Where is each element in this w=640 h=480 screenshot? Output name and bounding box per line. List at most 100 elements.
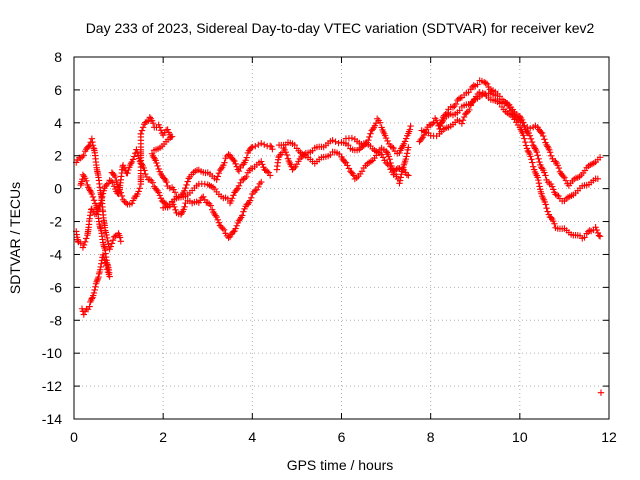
data-point xyxy=(258,178,265,186)
data-point xyxy=(102,183,109,190)
data-point xyxy=(289,166,296,173)
grid-lines xyxy=(74,57,609,419)
data-point xyxy=(201,196,208,203)
data-point xyxy=(258,158,265,165)
data-point xyxy=(129,156,137,163)
data-point xyxy=(427,121,434,129)
data-point xyxy=(83,235,90,242)
data-point xyxy=(594,175,602,182)
data-point xyxy=(379,154,387,161)
data-point xyxy=(80,241,88,249)
data-point xyxy=(463,109,470,117)
data-point xyxy=(521,138,529,146)
data-point xyxy=(161,199,168,206)
data-point xyxy=(541,169,548,176)
data-point xyxy=(527,135,535,142)
data-point xyxy=(533,148,540,156)
data-point xyxy=(109,170,117,177)
y-tick-label: -10 xyxy=(42,345,62,361)
data-point xyxy=(128,200,136,207)
data-point xyxy=(403,153,410,160)
data-point xyxy=(78,153,86,161)
data-point xyxy=(521,122,528,129)
data-point xyxy=(460,113,468,121)
y-axis-label: SDTVAR / TECUs xyxy=(7,182,23,294)
data-point xyxy=(233,163,240,170)
data-point xyxy=(161,175,168,182)
data-point xyxy=(85,143,92,150)
data-point xyxy=(166,201,174,208)
data-point xyxy=(143,118,151,125)
data-point xyxy=(213,176,220,183)
x-tick-label: 8 xyxy=(427,429,435,445)
data-point xyxy=(356,146,363,153)
data-point xyxy=(155,189,162,196)
y-tick-label: -4 xyxy=(50,246,63,262)
data-point xyxy=(554,162,561,169)
data-point xyxy=(181,187,188,194)
data-point xyxy=(265,169,272,176)
data-point xyxy=(293,160,301,168)
chart-title: Day 233 of 2023, Sidereal Day-to-day VTE… xyxy=(86,20,595,36)
data-point xyxy=(97,263,104,271)
data-point xyxy=(107,243,114,250)
data-point xyxy=(348,134,356,142)
data-point xyxy=(113,177,120,185)
data-point xyxy=(135,188,142,195)
data-point xyxy=(92,280,100,287)
data-point xyxy=(146,114,153,121)
data-point xyxy=(242,157,249,164)
x-tick-label: 0 xyxy=(70,429,78,445)
data-point xyxy=(221,159,228,166)
data-point xyxy=(403,171,411,179)
data-point xyxy=(252,187,259,194)
data-point xyxy=(89,142,97,149)
data-point xyxy=(259,161,266,168)
data-point xyxy=(506,104,513,112)
data-point xyxy=(398,171,405,178)
data-point xyxy=(291,141,298,149)
data-point xyxy=(171,189,179,196)
data-point xyxy=(474,81,481,88)
data-point xyxy=(266,142,274,150)
series-g xyxy=(275,139,412,183)
data-point xyxy=(108,240,116,247)
axis-ticks: 0 2 4 6 8 10 12 -14 -12 -10 -8 -6 -4 -2 0 2 4 6 8 xyxy=(42,49,617,445)
data-point xyxy=(233,222,240,229)
data-point xyxy=(103,234,111,242)
data-point xyxy=(524,123,531,131)
data-point xyxy=(104,268,112,276)
data-point xyxy=(118,192,126,200)
data-point xyxy=(596,233,604,240)
data-point xyxy=(215,169,223,177)
data-point xyxy=(240,208,247,215)
data-point xyxy=(86,187,94,194)
data-point xyxy=(86,215,93,222)
data-point xyxy=(543,205,550,212)
x-tick-label: 12 xyxy=(601,429,617,445)
data-point xyxy=(596,154,604,161)
data-point xyxy=(183,181,190,189)
data-point xyxy=(243,154,250,161)
data-point xyxy=(428,120,436,128)
data-point xyxy=(253,186,260,193)
series-i xyxy=(416,77,602,205)
data-point xyxy=(230,192,237,199)
data-point xyxy=(384,137,391,145)
data-point xyxy=(527,153,534,160)
data-point xyxy=(102,259,109,266)
data-point xyxy=(88,295,96,302)
data-point xyxy=(248,194,255,202)
data-point xyxy=(83,177,90,185)
data-point xyxy=(449,104,457,111)
data-point xyxy=(527,125,534,132)
data-point xyxy=(526,132,534,139)
data-point xyxy=(555,164,563,172)
data-point xyxy=(235,167,243,175)
data-point xyxy=(403,150,411,157)
data-point xyxy=(401,138,409,145)
data-point xyxy=(358,168,366,175)
data-point xyxy=(182,184,189,192)
data-point xyxy=(88,205,96,213)
